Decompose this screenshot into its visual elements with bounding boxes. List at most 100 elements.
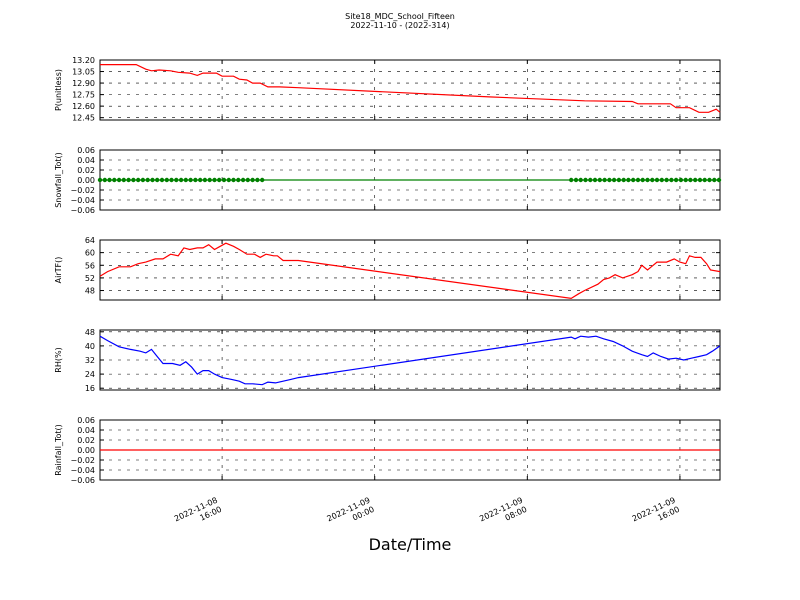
chart-title: Site18_MDC_School_Fifteen — [345, 12, 455, 21]
series-marker-snow — [669, 177, 674, 183]
y-tick-label: −0.04 — [70, 466, 95, 475]
panel-airt: 64 60 56 52 48 AirTF() — [54, 236, 721, 301]
series-marker-snow — [621, 177, 626, 183]
x-tick-label: 2022-11-0916:00 — [631, 496, 681, 533]
panel-frame — [99, 59, 721, 121]
panel-rh: 48 40 32 24 16 RH(%) — [54, 328, 721, 393]
series-marker-snow — [174, 177, 179, 183]
series-marker-snow — [217, 177, 222, 183]
x-axis-ticks: 2022-11-0816:00 2022-11-0900:00 2022-11-09… — [173, 496, 681, 533]
y-axis-label-airt: AirTF() — [54, 257, 63, 284]
series-marker-snow — [221, 177, 227, 183]
series-marker-snow — [236, 177, 241, 183]
series-marker-snow — [592, 177, 598, 183]
series-marker-snow — [207, 177, 212, 183]
series-marker-snow — [240, 177, 246, 183]
y-tick-label: 0.06 — [77, 416, 95, 425]
series-marker-snow — [169, 177, 174, 183]
y-tick-label: 32 — [85, 356, 95, 365]
series-marker-snow — [640, 177, 645, 183]
panel-frame — [99, 239, 721, 301]
series-marker-snow — [260, 177, 265, 183]
series-marker-snow — [255, 177, 260, 183]
y-tick-label: −0.06 — [70, 206, 95, 215]
series-marker-snow — [650, 177, 655, 183]
y-tick-label: 13.20 — [72, 56, 95, 65]
y-tick-label: 0.04 — [77, 426, 95, 435]
series-marker-snow — [597, 177, 602, 183]
y-tick-label: −0.02 — [70, 456, 95, 465]
series-marker-snow — [136, 177, 141, 183]
series-marker-snow — [116, 177, 122, 183]
y-tick-label: 24 — [85, 370, 95, 379]
series-marker-snow — [121, 177, 127, 183]
series-marker-snow — [573, 177, 579, 183]
y-tick-label: 0.02 — [77, 166, 95, 175]
y-tick-label: 12.75 — [72, 91, 95, 100]
series-marker-snow — [97, 177, 103, 183]
y-tick-label: 48 — [85, 328, 95, 337]
series-marker-snow — [697, 177, 703, 183]
series-marker-snow — [183, 177, 188, 183]
series-marker-snow — [212, 177, 217, 183]
series-marker-snow — [126, 177, 131, 183]
series-marker-snow — [626, 177, 631, 183]
series-marker-snow — [583, 177, 588, 183]
y-tick-label: −0.06 — [70, 476, 95, 485]
series-marker-snow — [231, 177, 236, 183]
x-tick-label: 2022-11-0908:00 — [478, 496, 528, 533]
series-marker-snow — [678, 177, 684, 183]
series-line-rh — [99, 335, 721, 386]
series-marker-snow — [164, 177, 169, 183]
series-marker-snow — [107, 177, 112, 183]
y-tick-label: 40 — [85, 342, 95, 351]
y-tick-label: 48 — [85, 287, 95, 296]
y-tick-label: 12.90 — [72, 79, 95, 88]
series-marker-snow — [683, 177, 688, 183]
panel-p: 13.20 13.05 12.90 12.75 12.60 12.45 P(unitless… — [54, 56, 721, 123]
y-tick-label: 64 — [85, 236, 95, 245]
series-line-airt — [99, 242, 721, 300]
y-tick-label: 0.02 — [77, 436, 95, 445]
series-marker-snow — [112, 177, 117, 183]
y-axis-label-rh: RH(%) — [54, 347, 63, 372]
series-line-p — [100, 63, 721, 113]
series-marker-snow — [716, 177, 722, 183]
y-tick-label: 52 — [85, 274, 95, 283]
y-tick-label: 0.06 — [77, 146, 95, 155]
y-axis-label-p: P(unitless) — [54, 69, 63, 111]
series-marker-snow — [226, 177, 231, 183]
series-marker-snow — [588, 177, 593, 183]
series-marker-snow — [578, 177, 583, 183]
y-tick-label: 16 — [85, 384, 95, 393]
y-tick-label: 0.04 — [77, 156, 95, 165]
y-tick-label: 12.45 — [72, 114, 95, 123]
x-tick-label: 2022-11-0816:00 — [173, 496, 223, 533]
series-marker-snow — [611, 177, 617, 183]
series-marker-snow — [150, 177, 155, 183]
panels-group: 13.20 13.05 12.90 12.75 12.60 12.45 P(unitless… — [54, 56, 722, 485]
series-marker-snow — [616, 177, 622, 183]
series-marker-snow — [193, 177, 198, 183]
series-marker-snow — [607, 177, 612, 183]
y-tick-label: 60 — [85, 249, 95, 258]
series-marker-snow — [188, 177, 193, 183]
panel-rain: 0.060.040.020.00−0.02−0.04−0.06 Rainfall_… — [54, 416, 721, 485]
series-marker-snow — [178, 177, 184, 183]
series-marker-snow — [145, 177, 150, 183]
panel-snow: 0.060.040.020.00−0.02−0.04−0.06 Snowfall_… — [54, 146, 722, 215]
series-marker-snow — [654, 177, 660, 183]
series-marker-snow — [707, 177, 712, 183]
y-axis-label-rain: Rainfall_Tot() — [54, 424, 63, 476]
series-marker-snow — [659, 177, 664, 183]
series-marker-snow — [131, 177, 136, 183]
y-tick-label: −0.04 — [70, 196, 95, 205]
series-marker-snow — [155, 177, 160, 183]
y-tick-label: 56 — [85, 261, 95, 270]
y-tick-label: −0.02 — [70, 186, 95, 195]
series-marker-snow — [140, 177, 146, 183]
x-axis-label: Date/Time — [369, 535, 452, 554]
series-marker-snow — [673, 177, 679, 183]
series-marker-snow — [250, 177, 255, 183]
